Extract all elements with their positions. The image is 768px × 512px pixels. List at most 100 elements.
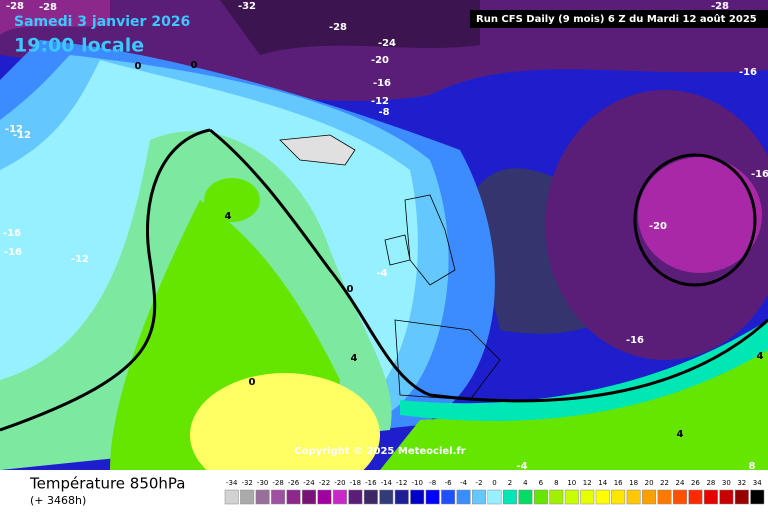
legend-swatch xyxy=(332,489,347,505)
legend-label: -14 xyxy=(381,479,393,487)
contour-label: -28 xyxy=(711,1,729,12)
legend-label: 22 xyxy=(660,479,669,487)
legend-swatch xyxy=(348,489,363,505)
isotherm-zero xyxy=(209,128,768,403)
run-info: Run CFS Daily (9 mois) 6 Z du Mardi 12 a… xyxy=(476,13,757,25)
legend-swatch xyxy=(564,489,579,505)
legend-swatch xyxy=(703,489,718,505)
contour-label: -16 xyxy=(739,67,757,78)
footer-lead: (+ 3468h) xyxy=(30,494,86,507)
contour-label: -28 xyxy=(39,2,57,13)
legend-swatch xyxy=(750,489,765,505)
contour-label: 4 xyxy=(757,351,764,362)
legend-swatch xyxy=(271,489,286,505)
legend-label: 14 xyxy=(598,479,607,487)
legend-swatch xyxy=(688,489,703,505)
legend-label: -28 xyxy=(272,479,283,487)
isotherm-zero-west xyxy=(0,128,211,432)
legend-label: 30 xyxy=(722,479,731,487)
forecast-time: 19:00 locale xyxy=(14,35,144,57)
legend-label: 8 xyxy=(554,479,558,487)
legend-swatch xyxy=(394,489,409,505)
legend-swatch xyxy=(642,489,657,505)
contour-label: 0 xyxy=(191,60,198,71)
legend-label: -22 xyxy=(319,479,330,487)
legend-swatch xyxy=(719,489,734,505)
legend-label: 32 xyxy=(737,479,746,487)
legend-swatch xyxy=(626,489,641,505)
legend-swatch xyxy=(224,489,239,505)
legend-swatch xyxy=(379,489,394,505)
legend-swatch xyxy=(255,489,270,505)
legend-swatch xyxy=(363,489,378,505)
legend-label: -18 xyxy=(350,479,361,487)
legend-swatch xyxy=(734,489,749,505)
contour-label: 0 xyxy=(135,61,142,72)
legend-swatch xyxy=(487,489,502,505)
contour-label: -16 xyxy=(3,228,21,239)
contour-label: -20 xyxy=(649,221,667,232)
legend-label: -24 xyxy=(303,479,315,487)
legend-label: 26 xyxy=(691,479,700,487)
ireland xyxy=(384,234,411,266)
contour-label: 0 xyxy=(347,284,354,295)
contour-label: -16 xyxy=(4,247,22,258)
contour-label: -12 xyxy=(371,96,389,107)
legend-swatch xyxy=(456,489,471,505)
legend-label: -26 xyxy=(288,479,300,487)
contour-label: -16 xyxy=(751,169,768,180)
legend-label: 2 xyxy=(508,479,512,487)
contour-label: -32 xyxy=(238,1,256,12)
copyright: Copyright © 2025 Meteociel.fr xyxy=(294,446,465,457)
band-south-edge xyxy=(400,320,768,422)
legend-label: 12 xyxy=(583,479,592,487)
legend-swatch xyxy=(673,489,687,505)
legend-swatch xyxy=(611,489,626,505)
legend-swatch xyxy=(533,489,548,505)
legend-swatch xyxy=(657,489,672,505)
forecast-date: Samedi 3 janvier 2026 xyxy=(14,14,190,30)
contour-label: -12 xyxy=(13,130,31,141)
arctic-core-west xyxy=(0,0,110,35)
contour-label: 4 xyxy=(225,211,232,222)
legend-label: -10 xyxy=(411,479,422,487)
run-box xyxy=(470,10,768,28)
legend-swatch xyxy=(472,489,487,505)
iceland xyxy=(279,134,356,166)
contour-label: -8 xyxy=(378,107,389,118)
contour-label: -28 xyxy=(6,1,24,12)
legend-label: -6 xyxy=(445,479,453,487)
contour-label: -12 xyxy=(5,124,23,135)
contour-label: 8 xyxy=(749,461,756,472)
contour-label: -4 xyxy=(516,461,527,472)
legend-swatch xyxy=(502,489,517,505)
iberia xyxy=(394,319,501,401)
legend-label: -2 xyxy=(476,479,483,487)
legend-swatch xyxy=(441,489,456,505)
legend-label: 18 xyxy=(629,479,638,487)
legend-swatch xyxy=(286,489,301,505)
legend-swatch xyxy=(302,489,316,505)
legend-swatch xyxy=(410,489,425,505)
contour-label: 4 xyxy=(351,353,358,364)
warm-core xyxy=(190,373,380,497)
legend-swatch xyxy=(240,489,255,505)
contour-label: -20 xyxy=(371,55,389,66)
band-south xyxy=(380,330,768,470)
legend-label: -8 xyxy=(429,479,436,487)
legend-swatch xyxy=(549,489,564,505)
legend-label: 4 xyxy=(523,479,528,487)
legend-label: 28 xyxy=(706,479,715,487)
contour-label: -24 xyxy=(378,38,396,49)
contour-label: 0 xyxy=(249,377,256,388)
legend-label: 10 xyxy=(567,479,576,487)
contour-label: 4 xyxy=(677,429,684,440)
footer-title: Température 850hPa xyxy=(29,475,186,493)
contour-label: -28 xyxy=(329,22,347,33)
legend-swatch xyxy=(425,489,440,505)
contour-label: -4 xyxy=(376,268,387,279)
legend-label: 34 xyxy=(753,479,762,487)
contour-label: -16 xyxy=(373,78,391,89)
